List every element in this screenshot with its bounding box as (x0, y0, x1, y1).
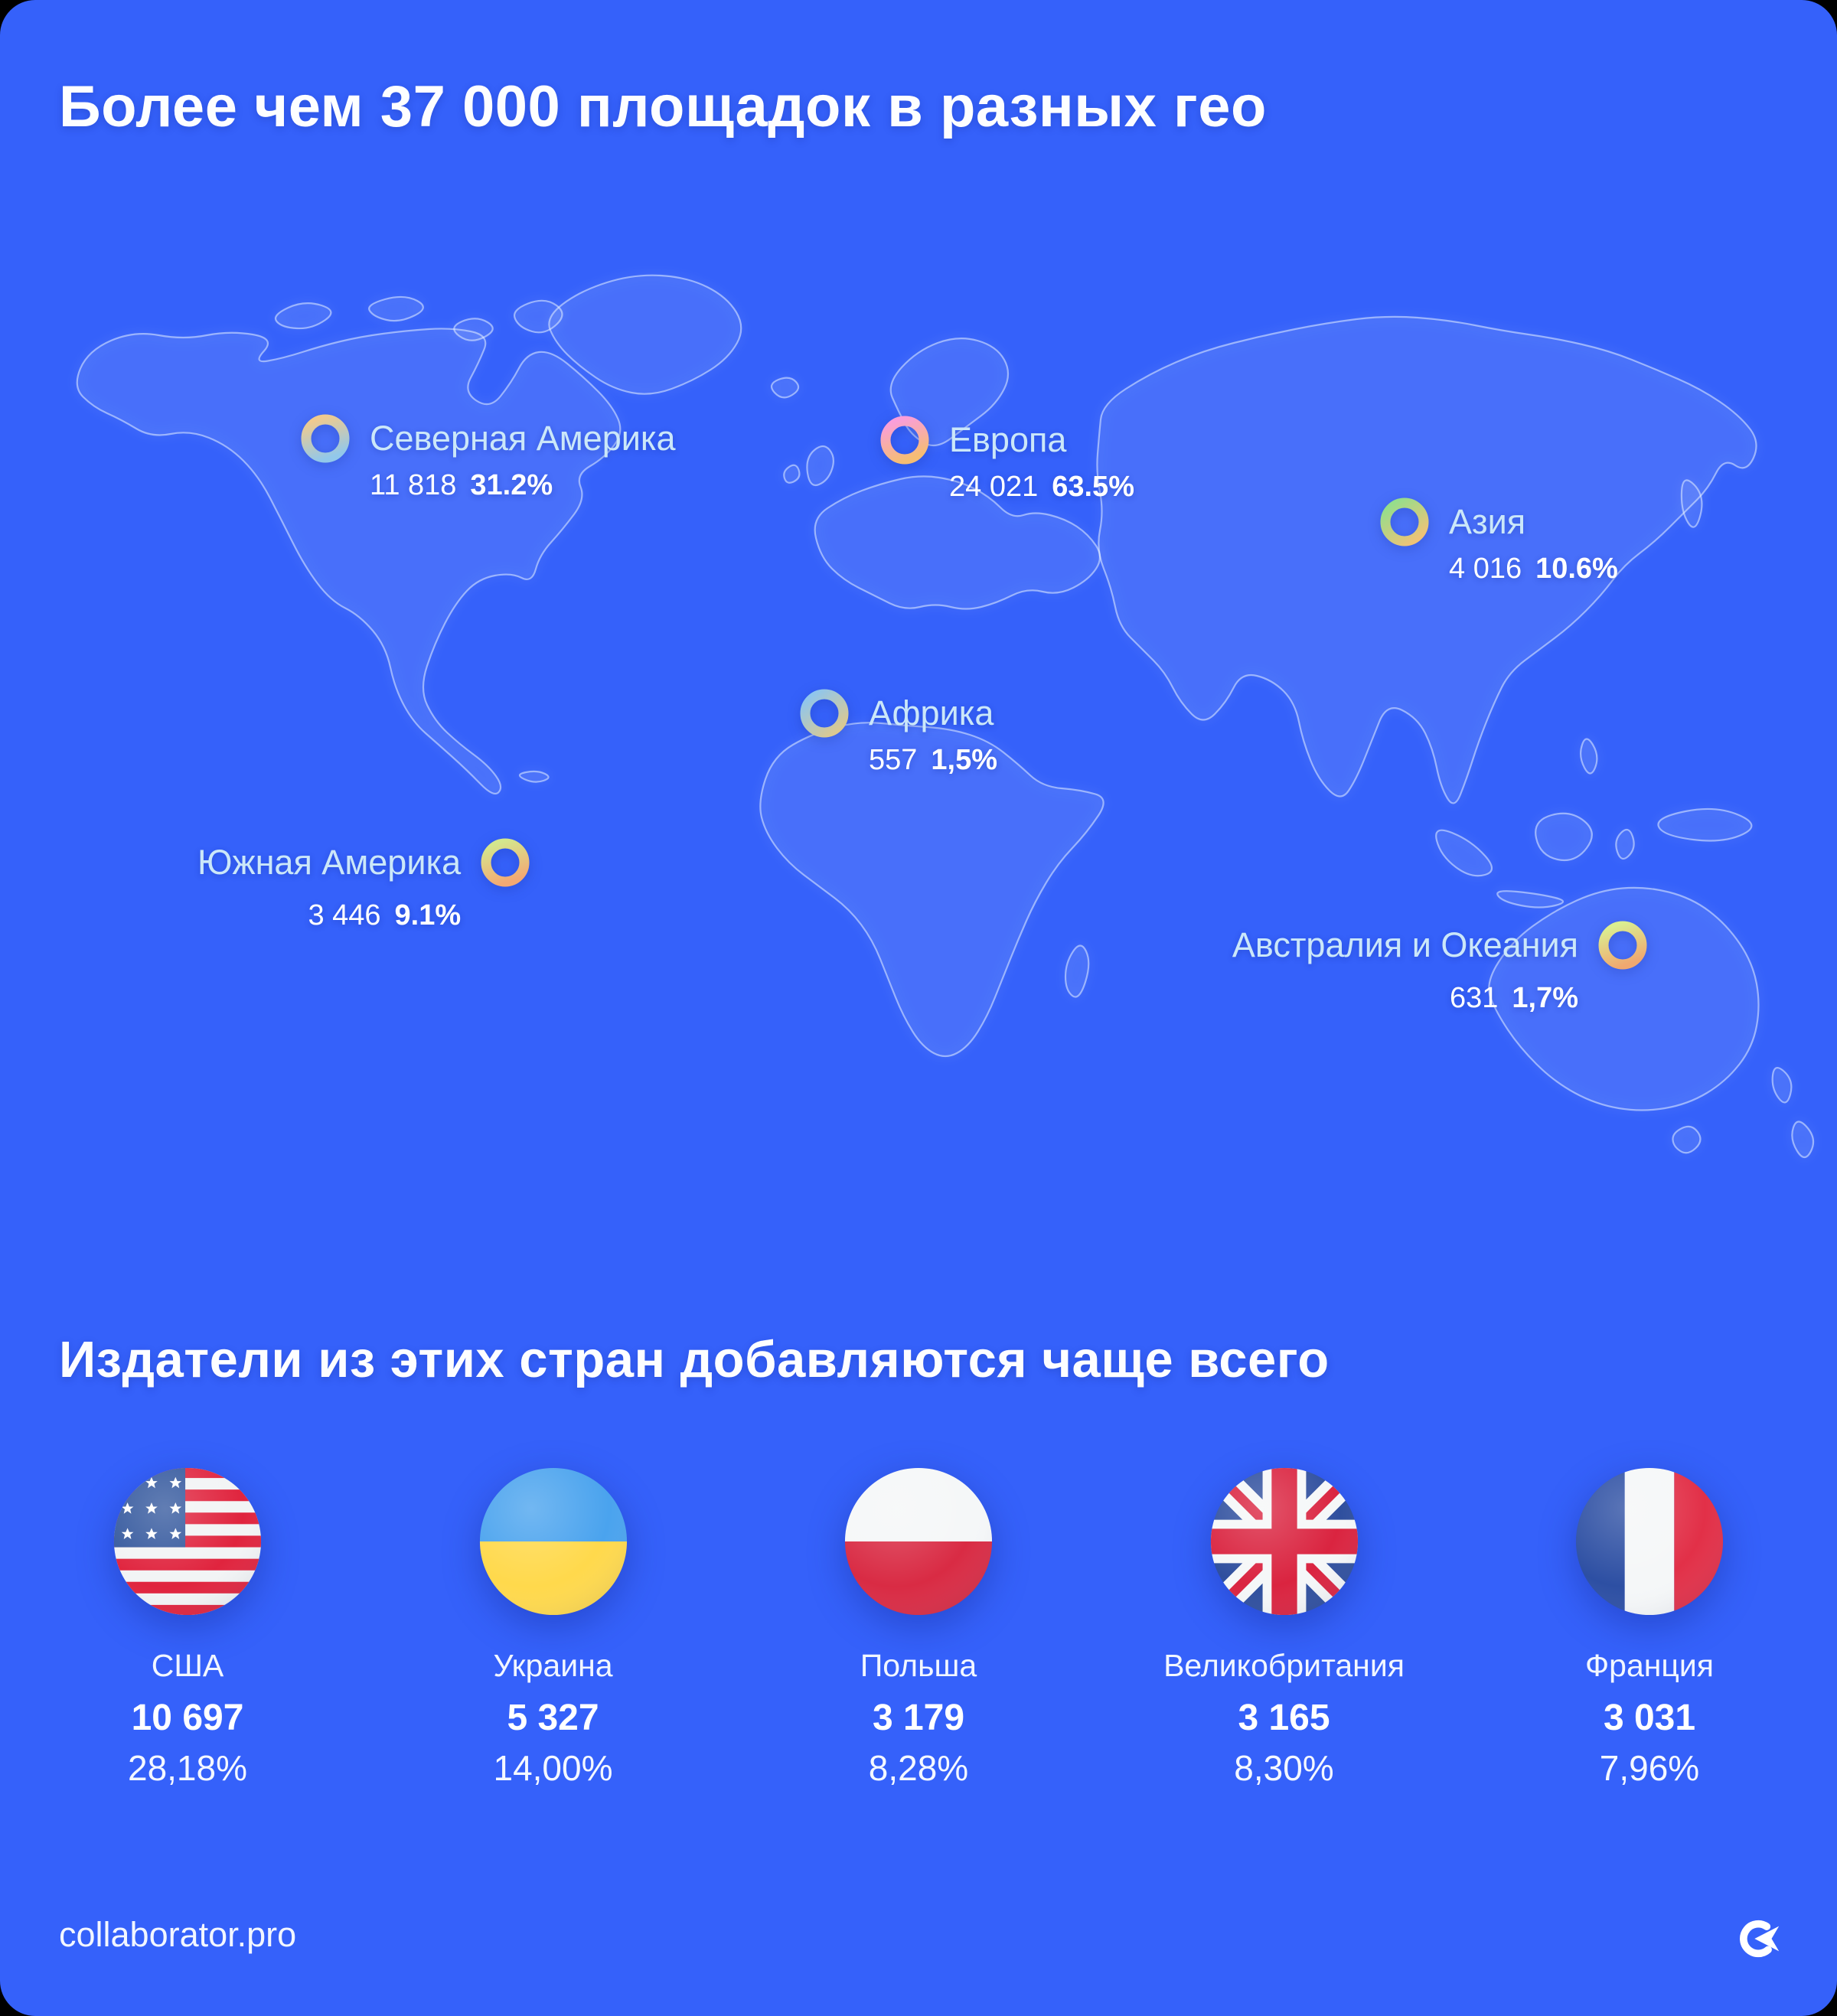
country-percent: 14,00% (493, 1748, 613, 1788)
region-ring-icon (800, 689, 849, 738)
map-region-europe: Европа 24 021 63.5% (880, 416, 1134, 504)
map-region-asia: Азия 4 016 10.6% (1380, 497, 1618, 586)
country-card-ukraine: Украина 5 327 14,00% (425, 1466, 682, 1788)
country-card-france: Франция 3 031 7,96% (1521, 1466, 1778, 1788)
flag-france-icon (1575, 1467, 1724, 1616)
map-section-title: Более чем 37 000 площадок в разных гео (59, 74, 1267, 139)
world-map (76, 274, 1815, 1159)
region-name: Южная Америка (197, 843, 462, 882)
flag-ukraine-icon (479, 1467, 627, 1616)
region-name: Европа (949, 420, 1067, 459)
region-percent: 31.2% (470, 469, 553, 501)
country-percent: 8,28% (868, 1748, 969, 1788)
countries-section-title: Издатели из этих стран добавляются чаще … (59, 1331, 1330, 1388)
country-card-poland: Польша 3 179 8,28% (790, 1466, 1047, 1788)
country-percent: 8,30% (1234, 1748, 1334, 1788)
country-count: 3 179 (872, 1698, 965, 1738)
map-region-north-america: Северная Америка 11 818 31.2% (301, 414, 676, 503)
collaborator-logo-icon (1740, 1920, 1780, 1958)
region-count: 3 446 (308, 899, 381, 931)
country-count: 10 697 (131, 1698, 244, 1738)
region-percent: 1,5% (931, 744, 998, 776)
flag-uk-icon (1210, 1467, 1358, 1616)
country-percent: 28,18% (127, 1748, 247, 1788)
region-ring-icon (481, 838, 530, 887)
footer-site-link[interactable]: collaborator.pro (59, 1915, 297, 1954)
region-ring-icon (1598, 921, 1647, 970)
region-name: Африка (869, 693, 994, 732)
countries-row: США 10 697 28,18% Украина 5 327 14,00% (59, 1466, 1778, 1788)
region-ring-icon (1380, 497, 1429, 546)
flag-usa-icon (113, 1467, 262, 1616)
country-count: 3 031 (1603, 1698, 1696, 1738)
region-name: Северная Америка (370, 419, 676, 458)
country-count: 3 165 (1238, 1698, 1330, 1738)
region-count: 24 021 (949, 471, 1039, 503)
country-count: 5 327 (507, 1698, 599, 1738)
region-name: Азия (1449, 502, 1526, 541)
map-region-australia-oceania: Австралия и Океания 631 1,7% (1232, 921, 1647, 1016)
country-card-usa: США 10 697 28,18% (59, 1466, 316, 1788)
region-name: Австралия и Океания (1232, 925, 1578, 964)
flag-poland-icon (844, 1467, 993, 1616)
country-name: Великобритания (1163, 1648, 1405, 1683)
region-count: 631 (1449, 982, 1499, 1014)
region-count: 557 (869, 744, 918, 776)
country-card-uk: Великобритания 3 165 8,30% (1156, 1466, 1413, 1788)
map-region-south-america: Южная Америка 3 446 9.1% (197, 838, 530, 933)
country-name: Украина (493, 1648, 613, 1683)
region-count: 11 818 (370, 469, 457, 501)
region-percent: 63.5% (1052, 471, 1134, 503)
country-percent: 7,96% (1599, 1748, 1700, 1788)
region-percent: 1,7% (1512, 982, 1578, 1014)
region-count: 4 016 (1449, 553, 1522, 585)
region-ring-icon (880, 416, 929, 465)
map-region-africa: Африка 557 1,5% (800, 689, 997, 778)
country-name: США (151, 1648, 224, 1683)
country-name: Франция (1584, 1648, 1714, 1683)
region-percent: 10.6% (1535, 553, 1618, 585)
region-ring-icon (301, 414, 350, 463)
country-name: Польша (860, 1648, 977, 1683)
region-percent: 9.1% (394, 899, 462, 931)
